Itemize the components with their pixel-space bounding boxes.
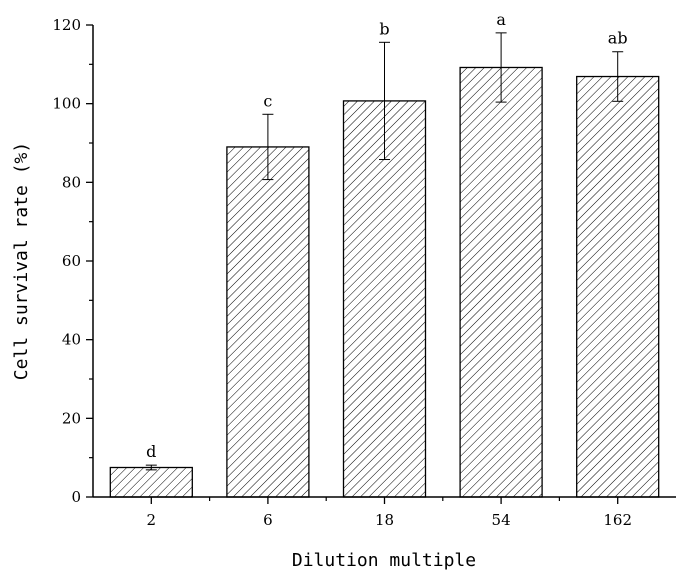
- significance-label-2: d: [146, 442, 156, 461]
- x-tick-label-6: 6: [263, 511, 273, 529]
- y-tick-label-0: 0: [71, 488, 81, 506]
- y-axis-title: Cell survival rate (%): [11, 142, 32, 380]
- x-tick-label-162: 162: [603, 511, 632, 529]
- significance-label-6: c: [263, 91, 272, 110]
- y-tick-label-100: 100: [52, 95, 81, 113]
- bar-18: [342, 100, 427, 498]
- y-tick-label-40: 40: [62, 331, 81, 349]
- x-axis-title: Dilution multiple: [292, 550, 476, 571]
- axes-layer: 2 6 18 54 162 0 20 40 60 80 100 120: [52, 16, 676, 529]
- x-tick-label-54: 54: [492, 511, 511, 529]
- x-tick-label-2: 2: [147, 511, 157, 529]
- y-tick-label-20: 20: [62, 409, 81, 427]
- significance-label-54: a: [496, 10, 506, 29]
- y-tick-label-120: 120: [52, 16, 81, 34]
- bar-54: [459, 66, 543, 498]
- bar-6: [226, 146, 310, 498]
- x-tick-label-18: 18: [375, 511, 394, 529]
- bar-162: [576, 75, 660, 498]
- significance-label-162: ab: [608, 29, 628, 48]
- y-tick-label-80: 80: [62, 173, 81, 191]
- bars-layer: d c b a ab: [109, 10, 660, 498]
- y-tick-label-60: 60: [62, 252, 81, 270]
- significance-label-18: b: [379, 19, 389, 38]
- bar-2: [109, 466, 193, 498]
